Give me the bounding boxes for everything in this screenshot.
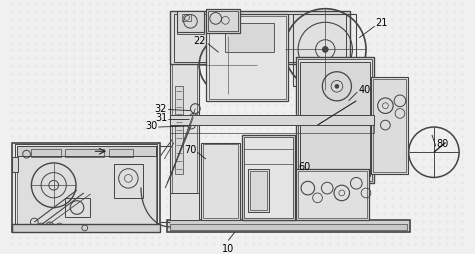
Bar — [373, 79, 406, 172]
Bar — [167, 220, 409, 232]
Bar — [174, 14, 346, 63]
Bar — [114, 164, 143, 198]
Bar — [298, 60, 372, 182]
Circle shape — [323, 47, 328, 53]
Bar — [12, 143, 161, 232]
Bar — [170, 12, 350, 65]
Bar — [170, 193, 199, 220]
Bar — [66, 150, 104, 157]
Bar — [17, 147, 155, 228]
Text: 30: 30 — [145, 121, 158, 131]
Text: 60: 60 — [298, 161, 310, 171]
Bar — [179, 19, 202, 33]
Text: 80: 80 — [437, 138, 449, 148]
Bar — [170, 125, 374, 133]
Bar — [177, 17, 204, 35]
Text: 21: 21 — [376, 18, 388, 28]
Bar — [182, 14, 191, 22]
Text: 22: 22 — [193, 36, 206, 45]
Circle shape — [335, 85, 339, 89]
Bar — [250, 171, 267, 211]
Text: 10: 10 — [222, 243, 234, 253]
Bar — [225, 24, 274, 53]
Bar — [172, 60, 197, 218]
Bar — [175, 87, 183, 174]
Bar — [109, 150, 133, 157]
Bar — [293, 14, 356, 87]
Bar — [296, 169, 369, 220]
Bar — [17, 147, 155, 156]
Bar — [170, 58, 199, 220]
Bar — [206, 14, 288, 101]
Text: 70: 70 — [184, 145, 196, 155]
Bar — [244, 137, 293, 218]
Bar — [208, 12, 238, 32]
Bar — [170, 116, 374, 125]
Bar — [31, 150, 60, 157]
Bar — [15, 145, 158, 230]
Bar — [66, 198, 90, 217]
Bar — [203, 145, 238, 218]
Bar — [12, 157, 18, 172]
Text: 40: 40 — [358, 85, 370, 95]
Text: 31: 31 — [155, 113, 167, 123]
Bar — [201, 143, 240, 220]
Bar — [371, 77, 408, 174]
Bar — [206, 10, 240, 34]
Bar — [247, 169, 269, 213]
Bar — [242, 135, 295, 220]
Text: 32: 32 — [155, 103, 167, 113]
Bar — [298, 171, 367, 218]
Bar — [296, 58, 374, 184]
Bar — [177, 12, 204, 33]
Bar — [300, 121, 370, 177]
Bar — [209, 17, 285, 100]
Bar — [170, 224, 407, 230]
Bar — [12, 224, 161, 232]
Bar — [300, 63, 370, 116]
